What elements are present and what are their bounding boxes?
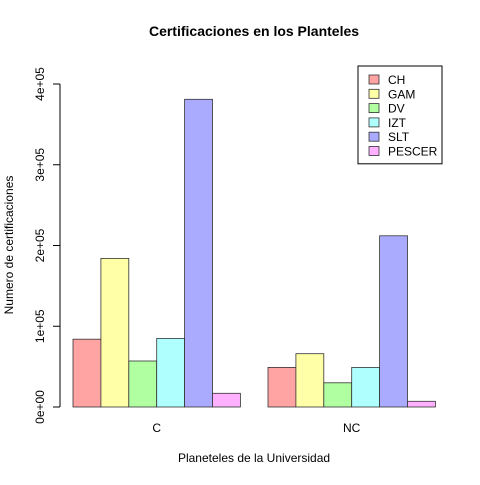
legend-label-dv: DV (388, 102, 405, 116)
legend-swatch-izt (368, 117, 380, 128)
legend-swatch-gam (368, 88, 380, 99)
bar-pescer-c (212, 392, 241, 408)
legend-label-izt: IZT (388, 116, 407, 130)
x-axis-title: Planeteles de la Universidad (178, 451, 330, 465)
bar-gam-nc (295, 353, 325, 408)
y-tick-label: 0e+00 (33, 390, 47, 424)
bar-ch-nc (267, 366, 297, 408)
x-tick-label-c: C (152, 421, 161, 435)
y-axis-title: Numero de certificaciones (2, 176, 16, 315)
bar-dv-nc (323, 382, 353, 408)
bar-pescer-nc (407, 400, 436, 408)
legend-label-pescer: PESCER (388, 145, 438, 159)
bar-izt-c (156, 337, 185, 408)
bar-izt-nc (351, 366, 381, 408)
legend-label-gam: GAM (388, 87, 415, 101)
x-axis: C NC (152, 421, 360, 435)
legend-swatch-slt (368, 131, 380, 142)
bars-layer (72, 98, 436, 408)
bar-slt-nc (379, 235, 408, 408)
chart-title: Certificaciones en los Planteles (149, 23, 359, 39)
bar-dv-c (128, 360, 158, 408)
y-tick-label: 4e+05 (33, 67, 47, 101)
y-tick-label: 1e+05 (33, 309, 47, 343)
y-axis: 0e+00 1e+05 2e+05 3e+05 4e+05 (33, 67, 61, 424)
legend-swatch-dv (368, 103, 380, 113)
bar-gam-c (100, 257, 130, 408)
legend-swatch-pescer (368, 146, 380, 156)
legend-label-ch: CH (388, 73, 405, 87)
bar-slt-c (184, 98, 213, 408)
legend-swatch-ch (368, 74, 380, 85)
y-tick-label: 2e+05 (33, 228, 47, 262)
bar-ch-c (72, 338, 102, 408)
x-tick-label-nc: NC (343, 421, 361, 435)
legend-label-slt: SLT (388, 130, 410, 144)
y-tick-label: 3e+05 (33, 148, 47, 182)
